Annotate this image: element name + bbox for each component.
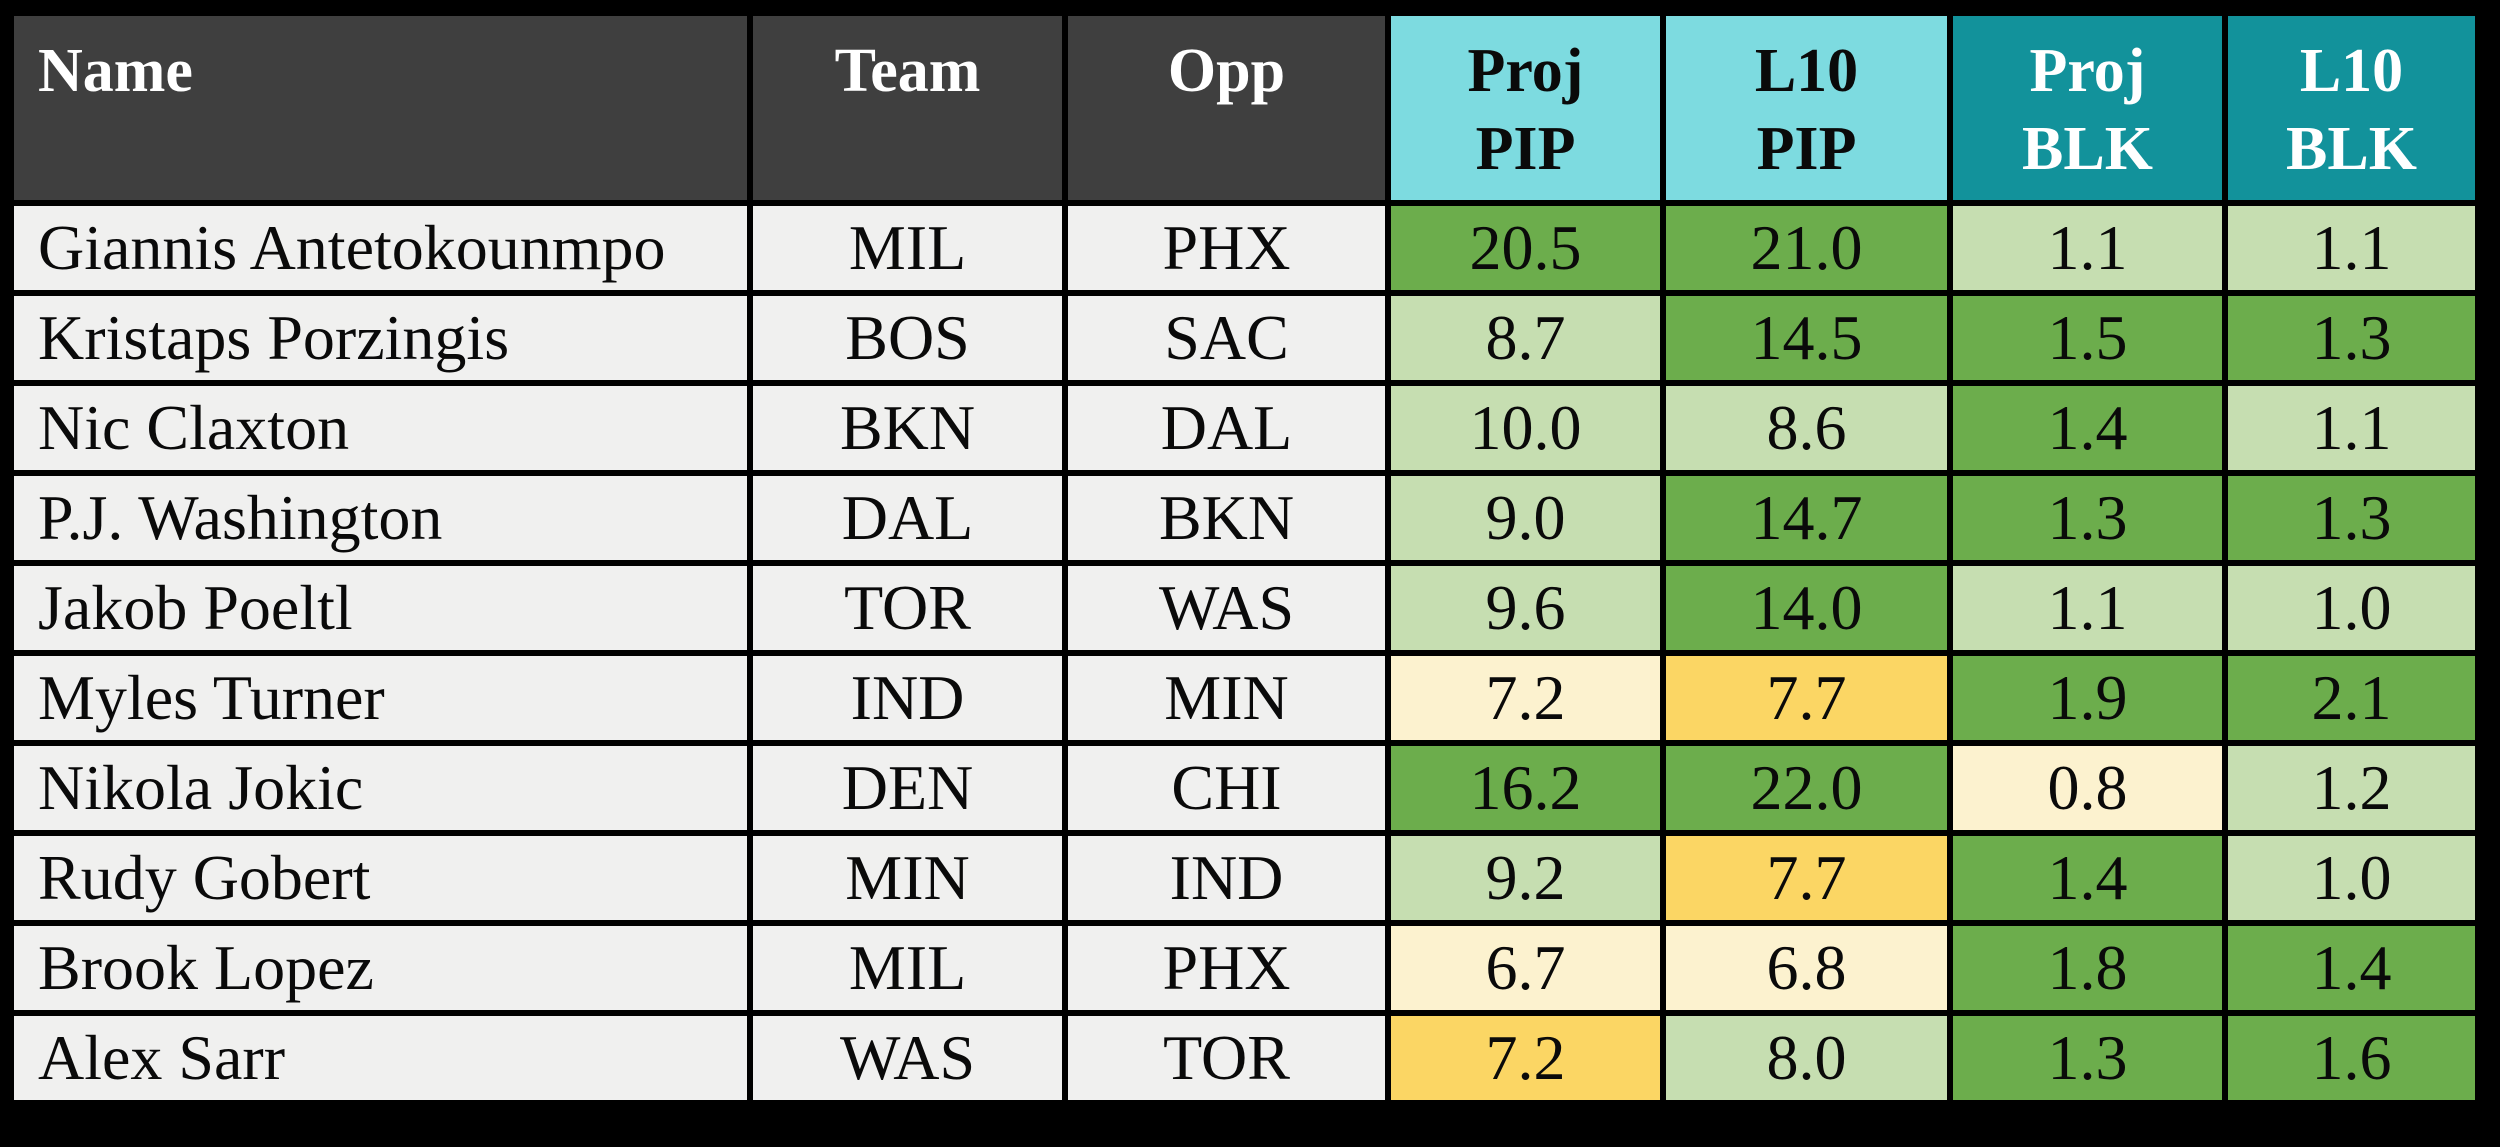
proj-pip-cell: 20.5 [1385, 200, 1666, 296]
l10-blk-cell: 1.2 [2222, 740, 2481, 836]
column-header-name: Name [8, 10, 753, 206]
l10-pip-cell: 8.6 [1660, 380, 1953, 476]
player-name-cell: Alex Sarr [8, 1010, 753, 1106]
l10-blk-cell: 1.6 [2222, 1010, 2481, 1106]
column-header-team: Team [747, 10, 1068, 206]
proj-pip-cell: 9.0 [1385, 470, 1666, 566]
opp-cell: PHX [1062, 920, 1391, 1016]
l10-pip-cell: 21.0 [1660, 200, 1953, 296]
l10-pip-cell: 14.5 [1660, 290, 1953, 386]
team-cell: DAL [747, 470, 1068, 566]
table-row: Jakob Poeltl TOR WAS 9.6 14.0 1.1 1.0 [8, 560, 2481, 656]
player-name-cell: P.J. Washington [8, 470, 753, 566]
l10-blk-cell: 1.0 [2222, 830, 2481, 926]
team-cell: IND [747, 650, 1068, 746]
team-cell: MIN [747, 830, 1068, 926]
table-row: Alex Sarr WAS TOR 7.2 8.0 1.3 1.6 [8, 1010, 2481, 1106]
player-name-cell: Rudy Gobert [8, 830, 753, 926]
proj-blk-cell: 1.4 [1947, 380, 2228, 476]
l10-blk-cell: 2.1 [2222, 650, 2481, 746]
opp-cell: BKN [1062, 470, 1391, 566]
opp-cell: DAL [1062, 380, 1391, 476]
opp-cell: CHI [1062, 740, 1391, 836]
player-name-cell: Brook Lopez [8, 920, 753, 1016]
proj-blk-cell: 1.5 [1947, 290, 2228, 386]
proj-blk-cell: 1.1 [1947, 560, 2228, 656]
player-name-cell: Giannis Antetokounmpo [8, 200, 753, 296]
l10-pip-cell: 8.0 [1660, 1010, 1953, 1106]
proj-pip-cell: 10.0 [1385, 380, 1666, 476]
team-cell: BKN [747, 380, 1068, 476]
proj-pip-cell: 8.7 [1385, 290, 1666, 386]
proj-pip-cell: 9.6 [1385, 560, 1666, 656]
l10-blk-cell: 1.3 [2222, 470, 2481, 566]
l10-blk-cell: 1.4 [2222, 920, 2481, 1016]
header-line-1: Proj [1467, 37, 1584, 105]
l10-pip-cell: 6.8 [1660, 920, 1953, 1016]
table-row: Nic Claxton BKN DAL 10.0 8.6 1.4 1.1 [8, 380, 2481, 476]
opp-cell: SAC [1062, 290, 1391, 386]
player-name-cell: Jakob Poeltl [8, 560, 753, 656]
header-row: Name Team Opp Proj PIP L10 PIP Proj BLK … [8, 10, 2481, 206]
l10-pip-cell: 7.7 [1660, 830, 1953, 926]
opp-cell: WAS [1062, 560, 1391, 656]
l10-blk-cell: 1.0 [2222, 560, 2481, 656]
column-header-l10-pip: L10 PIP [1660, 10, 1953, 206]
header-line-2: BLK [2022, 115, 2153, 183]
table-row: Nikola Jokic DEN CHI 16.2 22.0 0.8 1.2 [8, 740, 2481, 836]
proj-pip-cell: 7.2 [1385, 650, 1666, 746]
proj-pip-cell: 16.2 [1385, 740, 1666, 836]
l10-pip-cell: 7.7 [1660, 650, 1953, 746]
player-name-cell: Kristaps Porzingis [8, 290, 753, 386]
player-name-cell: Nic Claxton [8, 380, 753, 476]
team-cell: DEN [747, 740, 1068, 836]
opp-cell: MIN [1062, 650, 1391, 746]
l10-blk-cell: 1.3 [2222, 290, 2481, 386]
stats-table: Name Team Opp Proj PIP L10 PIP Proj BLK … [8, 10, 2481, 1106]
l10-pip-cell: 14.7 [1660, 470, 1953, 566]
player-name-cell: Myles Turner [8, 650, 753, 746]
l10-pip-cell: 14.0 [1660, 560, 1953, 656]
column-header-proj-pip: Proj PIP [1385, 10, 1666, 206]
proj-blk-cell: 0.8 [1947, 740, 2228, 836]
team-cell: BOS [747, 290, 1068, 386]
l10-pip-cell: 22.0 [1660, 740, 1953, 836]
proj-blk-cell: 1.3 [1947, 470, 2228, 566]
column-header-opp: Opp [1062, 10, 1391, 206]
header-line-2: PIP [1475, 115, 1576, 183]
proj-blk-cell: 1.1 [1947, 200, 2228, 296]
table-row: Kristaps Porzingis BOS SAC 8.7 14.5 1.5 … [8, 290, 2481, 386]
team-cell: MIL [747, 920, 1068, 1016]
header-line-1: L10 [2299, 37, 2404, 105]
table-row: Brook Lopez MIL PHX 6.7 6.8 1.8 1.4 [8, 920, 2481, 1016]
header-line-1: Proj [2029, 37, 2146, 105]
header-line-2: PIP [1756, 115, 1857, 183]
proj-blk-cell: 1.3 [1947, 1010, 2228, 1106]
opp-cell: IND [1062, 830, 1391, 926]
team-cell: MIL [747, 200, 1068, 296]
header-line-1: L10 [1754, 37, 1859, 105]
player-name-cell: Nikola Jokic [8, 740, 753, 836]
column-header-l10-blk: L10 BLK [2222, 10, 2481, 206]
opp-cell: TOR [1062, 1010, 1391, 1106]
proj-pip-cell: 9.2 [1385, 830, 1666, 926]
proj-blk-cell: 1.4 [1947, 830, 2228, 926]
column-header-proj-blk: Proj BLK [1947, 10, 2228, 206]
team-cell: WAS [747, 1010, 1068, 1106]
team-cell: TOR [747, 560, 1068, 656]
l10-blk-cell: 1.1 [2222, 200, 2481, 296]
proj-blk-cell: 1.8 [1947, 920, 2228, 1016]
table-row: Myles Turner IND MIN 7.2 7.7 1.9 2.1 [8, 650, 2481, 746]
proj-blk-cell: 1.9 [1947, 650, 2228, 746]
table-row: P.J. Washington DAL BKN 9.0 14.7 1.3 1.3 [8, 470, 2481, 566]
table-row: Rudy Gobert MIN IND 9.2 7.7 1.4 1.0 [8, 830, 2481, 926]
proj-pip-cell: 7.2 [1385, 1010, 1666, 1106]
proj-pip-cell: 6.7 [1385, 920, 1666, 1016]
l10-blk-cell: 1.1 [2222, 380, 2481, 476]
table-row: Giannis Antetokounmpo MIL PHX 20.5 21.0 … [8, 200, 2481, 296]
header-line-2: BLK [2286, 115, 2417, 183]
opp-cell: PHX [1062, 200, 1391, 296]
